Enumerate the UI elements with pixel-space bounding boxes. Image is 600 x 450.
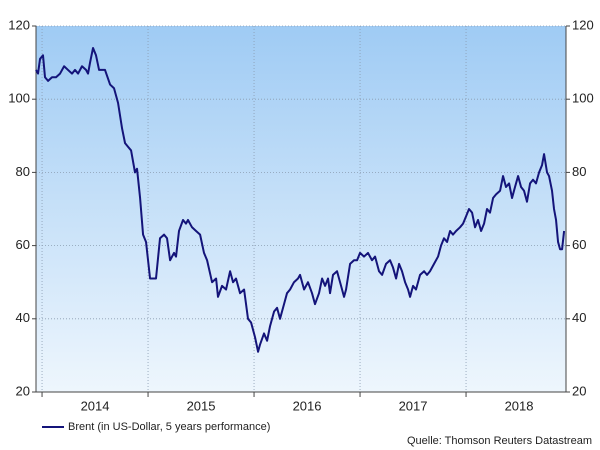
- y-tick-label: 100: [8, 91, 30, 106]
- y-tick-label: 40: [16, 310, 30, 325]
- y2-tick-label: 60: [572, 237, 586, 252]
- y-tick-label: 60: [16, 237, 30, 252]
- y2-tick-label: 20: [572, 383, 586, 398]
- plot-area: [36, 26, 566, 392]
- x-tick-label: 2018: [505, 398, 534, 413]
- y-tick-label: 80: [16, 164, 30, 179]
- y2-tick-label: 100: [572, 91, 594, 106]
- axis: [35, 26, 567, 393]
- source: Quelle: Thomson Reuters Datastream: [407, 435, 592, 447]
- y-tick-label: 20: [16, 383, 30, 398]
- y-tick-label: 120: [8, 17, 30, 32]
- x-tick-label: 2016: [293, 398, 322, 413]
- y2-tick-label: 80: [572, 164, 586, 179]
- x-tick-label: 2015: [187, 398, 216, 413]
- x-tick-label: 2014: [81, 398, 110, 413]
- y2-tick-label: 120: [572, 17, 594, 32]
- x-tick-label: 2017: [399, 398, 428, 413]
- legend-label: Brent (in US-Dollar, 5 years performance…: [68, 421, 270, 433]
- y2-tick-label: 40: [572, 310, 586, 325]
- line: [35, 46, 566, 353]
